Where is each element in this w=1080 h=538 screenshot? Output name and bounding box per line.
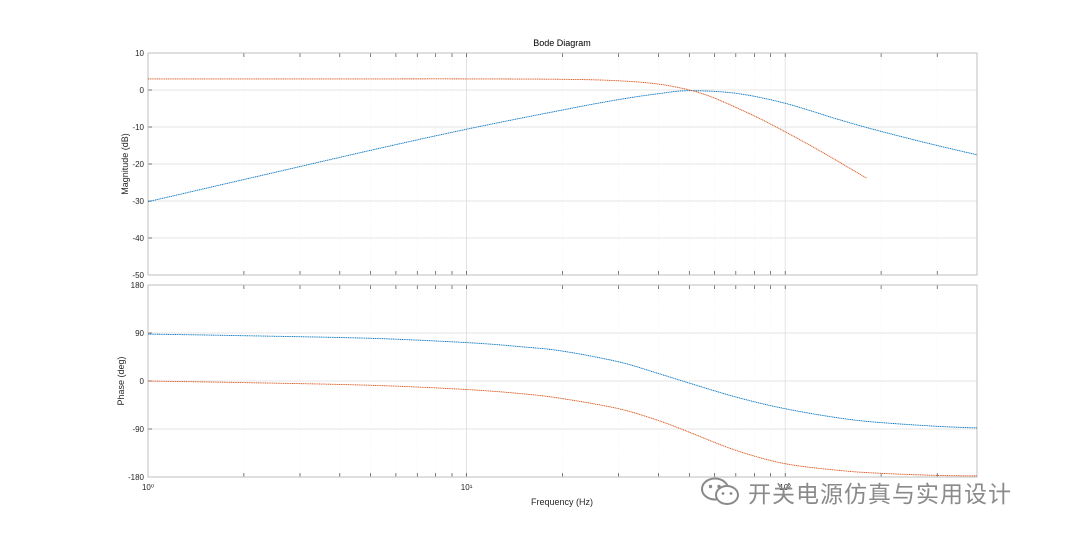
magnitude-axis-label: Magnitude (dB) [120,133,130,195]
y-tick-label: -90 [132,425,144,434]
watermark-text: 开关电源仿真与实用设计 [748,482,1012,508]
y-tick-label: 180 [131,281,145,290]
y-tick-label: -180 [128,473,145,482]
phase-axes: -180 -90 0 90 180 10⁰ 10¹ 10² [128,281,978,492]
y-tick-label: -50 [132,271,144,280]
phase-series-line [148,380,977,477]
y-tick-label: 0 [140,377,145,386]
phase-axis-label: Phase (deg) [116,356,126,405]
magnitude-series-line [148,78,867,179]
y-tick-label: -30 [132,197,144,206]
y-tick-label: -20 [132,160,144,169]
magnitude-axes: -50 -40 -30 -20 -10 0 10 [132,49,978,280]
magnitude-series-line [148,90,977,203]
x-axis-label: Frequency (Hz) [531,497,593,507]
chart-title: Bode Diagram [533,38,591,48]
x-tick-label: 10² [779,483,791,492]
y-tick-label: 0 [140,86,145,95]
phase-series-line [148,333,977,429]
y-tick-label: 90 [135,329,144,338]
x-tick-label: 10⁰ [142,483,154,492]
y-tick-label: -10 [132,123,144,132]
axes-frame [147,52,978,276]
watermark: 开关电源仿真与实用设计 [700,474,1012,510]
wechat-icon [701,477,739,505]
y-tick-label: 10 [135,49,144,58]
y-tick-label: -40 [132,234,144,243]
x-tick-label: 10¹ [461,483,473,492]
